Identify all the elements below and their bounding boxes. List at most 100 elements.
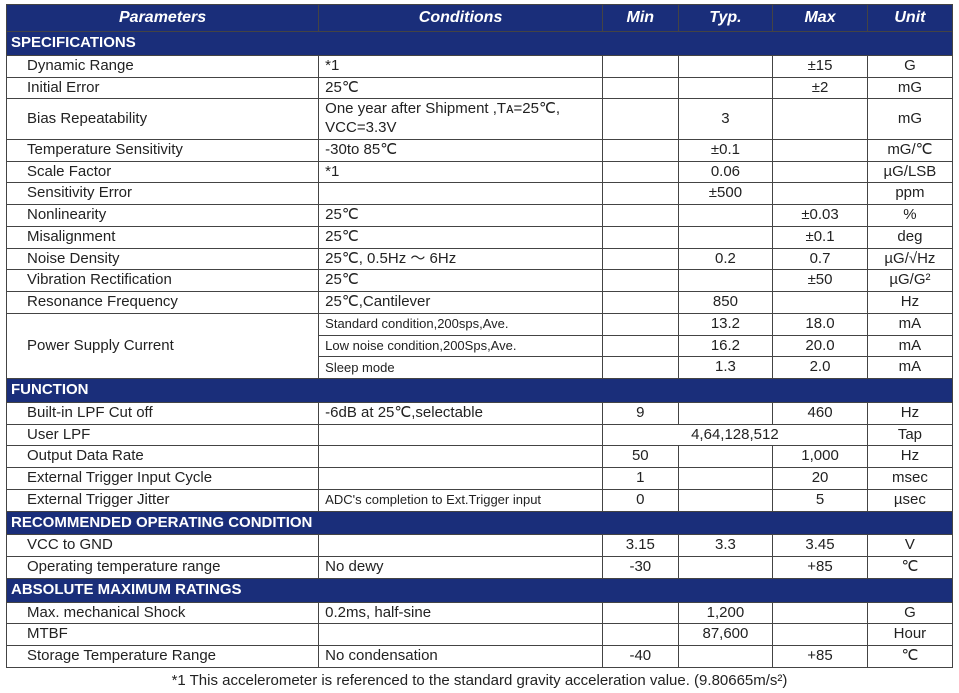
typ-cell: [678, 446, 773, 468]
min-cell: [602, 77, 678, 99]
table-row: Bias Repeatability One year after Shipme…: [7, 99, 953, 140]
typ-cell: [678, 205, 773, 227]
cond-cell: -6dB at 25℃,selectable: [319, 402, 603, 424]
min-cell: [602, 313, 678, 335]
table-row: MTBF 87,600 Hour: [7, 624, 953, 646]
min-cell: [602, 270, 678, 292]
min-cell: -40: [602, 646, 678, 668]
table-row: Storage Temperature Range No condensatio…: [7, 646, 953, 668]
section-label: FUNCTION: [7, 379, 953, 403]
unit-cell: msec: [867, 468, 952, 490]
unit-cell: µG/LSB: [867, 161, 952, 183]
cond-cell: One year after Shipment ,Tᴀ=25℃, VCC=3.3…: [319, 99, 603, 140]
cond-cell: [319, 424, 603, 446]
unit-cell: %: [867, 205, 952, 227]
hdr-unit: Unit: [867, 5, 952, 32]
cond-cell: 25℃, 0.5Hz ～ 6Hz: [319, 248, 603, 270]
table-row: Sensitivity Error ±500 ppm: [7, 183, 953, 205]
param-cell: Temperature Sensitivity: [7, 139, 319, 161]
cond-cell: [319, 535, 603, 557]
unit-cell: deg: [867, 226, 952, 248]
max-cell: +85: [773, 557, 868, 579]
min-cell: [602, 248, 678, 270]
table-row: Noise Density 25℃, 0.5Hz ～ 6Hz 0.2 0.7 µ…: [7, 248, 953, 270]
unit-cell: mA: [867, 357, 952, 379]
max-cell: 20: [773, 468, 868, 490]
typ-cell: [678, 55, 773, 77]
typ-cell: 0.06: [678, 161, 773, 183]
table-row: Dynamic Range *1 ±15 G: [7, 55, 953, 77]
param-cell: Initial Error: [7, 77, 319, 99]
min-cell: 1: [602, 468, 678, 490]
merged-cell: 4,64,128,512: [602, 424, 867, 446]
typ-cell: [678, 77, 773, 99]
unit-cell: V: [867, 535, 952, 557]
typ-cell: ±500: [678, 183, 773, 205]
max-cell: 460: [773, 402, 868, 424]
hdr-max: Max: [773, 5, 868, 32]
typ-cell: 87,600: [678, 624, 773, 646]
max-cell: [773, 624, 868, 646]
max-cell: 2.0: [773, 357, 868, 379]
cond-cell: [319, 468, 603, 490]
max-cell: [773, 99, 868, 140]
table-row: VCC to GND 3.15 3.3 3.45 V: [7, 535, 953, 557]
param-cell: Storage Temperature Range: [7, 646, 319, 668]
param-cell: MTBF: [7, 624, 319, 646]
cond-cell: Standard condition,200sps,Ave.: [319, 313, 603, 335]
min-cell: [602, 205, 678, 227]
table-row: Misalignment 25℃ ±0.1 deg: [7, 226, 953, 248]
header-row: Parameters Conditions Min Typ. Max Unit: [7, 5, 953, 32]
typ-cell: [678, 468, 773, 490]
param-cell: Vibration Rectification: [7, 270, 319, 292]
cond-cell: 25℃,Cantilever: [319, 292, 603, 314]
section-label: SPECIFICATIONS: [7, 32, 953, 56]
min-cell: 0: [602, 489, 678, 511]
cond-cell: 25℃: [319, 270, 603, 292]
max-cell: ±0.03: [773, 205, 868, 227]
typ-cell: [678, 489, 773, 511]
param-cell: External Trigger Jitter: [7, 489, 319, 511]
unit-cell: ℃: [867, 646, 952, 668]
unit-cell: G: [867, 602, 952, 624]
cond-cell: ADC's completion to Ext.Trigger input: [319, 489, 603, 511]
table-row: Scale Factor *1 0.06 µG/LSB: [7, 161, 953, 183]
min-cell: [602, 357, 678, 379]
param-cell: VCC to GND: [7, 535, 319, 557]
table-row: External Trigger Input Cycle 1 20 msec: [7, 468, 953, 490]
param-cell: Misalignment: [7, 226, 319, 248]
min-cell: [602, 183, 678, 205]
max-cell: 0.7: [773, 248, 868, 270]
hdr-parameters: Parameters: [7, 5, 319, 32]
typ-cell: 13.2: [678, 313, 773, 335]
max-cell: [773, 292, 868, 314]
table-row: Nonlinearity 25℃ ±0.03 %: [7, 205, 953, 227]
unit-cell: Hz: [867, 402, 952, 424]
min-cell: [602, 55, 678, 77]
max-cell: [773, 183, 868, 205]
unit-cell: mG: [867, 99, 952, 140]
param-cell: Nonlinearity: [7, 205, 319, 227]
max-cell: 1,000: [773, 446, 868, 468]
typ-cell: [678, 646, 773, 668]
cond-cell: [319, 624, 603, 646]
max-cell: 3.45: [773, 535, 868, 557]
max-cell: ±0.1: [773, 226, 868, 248]
cond-cell: *1: [319, 161, 603, 183]
table-row: Max. mechanical Shock 0.2ms, half-sine 1…: [7, 602, 953, 624]
unit-cell: mA: [867, 335, 952, 357]
typ-cell: 850: [678, 292, 773, 314]
param-cell: Output Data Rate: [7, 446, 319, 468]
section-function: FUNCTION: [7, 379, 953, 403]
max-cell: 20.0: [773, 335, 868, 357]
param-cell: Scale Factor: [7, 161, 319, 183]
table-row: Temperature Sensitivity -30to 85℃ ±0.1 m…: [7, 139, 953, 161]
cond-cell: [319, 446, 603, 468]
table-row: Resonance Frequency 25℃,Cantilever 850 H…: [7, 292, 953, 314]
unit-cell: ℃: [867, 557, 952, 579]
typ-cell: 0.2: [678, 248, 773, 270]
spec-table: Parameters Conditions Min Typ. Max Unit …: [6, 4, 953, 668]
cond-cell: No condensation: [319, 646, 603, 668]
footnote: *1 This accelerometer is referenced to t…: [6, 668, 953, 689]
cond-cell: No dewy: [319, 557, 603, 579]
